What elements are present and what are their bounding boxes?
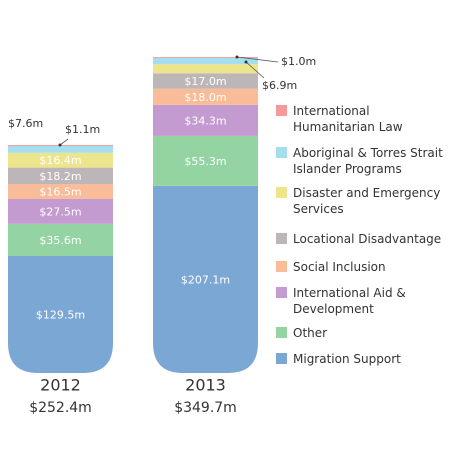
- legend-swatch: [276, 261, 287, 272]
- legend-item: Other: [276, 325, 448, 341]
- legend-swatch: [276, 147, 287, 158]
- legend-label: Social Inclusion: [293, 260, 386, 274]
- bar-group: [153, 57, 258, 373]
- data-label: $7.6m: [8, 117, 43, 130]
- data-label: $27.5m: [39, 205, 81, 218]
- data-label: $16.4m: [39, 154, 81, 167]
- legend-swatch: [276, 287, 287, 298]
- legend-swatch: [276, 353, 287, 364]
- data-label: $129.5m: [36, 308, 85, 321]
- data-label: $1.0m: [281, 55, 316, 68]
- legend-swatch: [276, 327, 287, 338]
- data-label: $1.1m: [65, 123, 100, 136]
- legend-swatch: [276, 187, 287, 198]
- legend-swatch: [276, 105, 287, 116]
- x-tick-label: 2012: [40, 376, 81, 395]
- leader-dot: [59, 144, 62, 147]
- bar-segment: [153, 64, 258, 73]
- legend-label: Aboriginal & Torres Strait Islander Prog…: [293, 146, 443, 176]
- data-label: $18.2m: [39, 170, 81, 183]
- data-label: $17.0m: [184, 75, 226, 88]
- data-label: $34.3m: [184, 114, 226, 127]
- legend-label: Disaster and Emergency Services: [293, 186, 440, 216]
- legend-item: Migration Support: [276, 351, 448, 367]
- legend-item: International Aid & Development: [276, 285, 448, 317]
- total-label: $252.4m: [29, 400, 92, 416]
- legend-label: Migration Support: [293, 352, 401, 366]
- data-label: $207.1m: [181, 273, 230, 286]
- data-label: $16.5m: [39, 186, 81, 199]
- data-label: $6.9m: [262, 79, 297, 92]
- leader-dot: [236, 56, 239, 59]
- legend-item: Locational Disadvantage: [276, 231, 448, 247]
- legend-item: Disaster and Emergency Services: [276, 185, 448, 217]
- data-label: $55.3m: [184, 155, 226, 168]
- leader-dot: [245, 61, 248, 64]
- legend-label: International Humanitarian Law: [293, 104, 403, 134]
- legend-label: Other: [293, 326, 327, 340]
- bar-segment: [8, 146, 113, 153]
- legend-label: International Aid & Development: [293, 286, 406, 316]
- legend-label: Locational Disadvantage: [293, 232, 441, 246]
- data-label: $18.0m: [184, 91, 226, 104]
- total-label: $349.7m: [174, 400, 237, 416]
- legend-item: Aboriginal & Torres Strait Islander Prog…: [276, 145, 448, 177]
- legend: International Humanitarian Law Aboriginal…: [276, 103, 448, 367]
- legend-item: Social Inclusion: [276, 259, 448, 275]
- legend-swatch: [276, 233, 287, 244]
- bar-segment: [153, 58, 258, 64]
- x-tick-label: 2013: [185, 376, 226, 395]
- legend-item: International Humanitarian Law: [276, 103, 448, 135]
- data-label: $35.6m: [39, 234, 81, 247]
